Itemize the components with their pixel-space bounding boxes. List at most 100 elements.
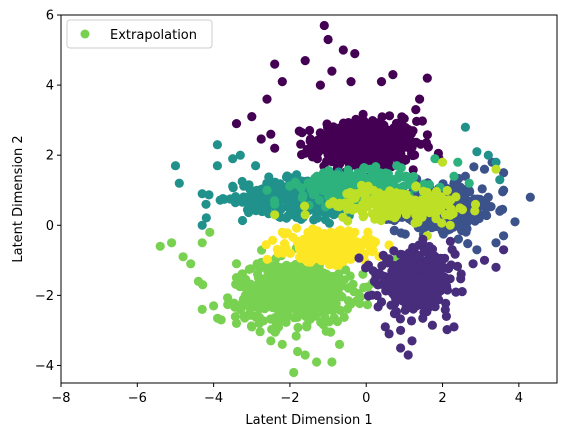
data-point (406, 128, 416, 139)
data-point (314, 195, 324, 205)
data-point (434, 284, 444, 294)
data-point (334, 339, 345, 349)
data-point (300, 210, 310, 220)
data-point (230, 312, 240, 322)
data-point (364, 145, 374, 155)
y-tick-label: 6 (46, 9, 54, 24)
data-point (266, 291, 277, 301)
data-point (273, 248, 284, 258)
data-point (309, 293, 319, 303)
data-point (276, 270, 286, 280)
data-point (266, 129, 276, 139)
data-point (252, 187, 262, 197)
data-point (400, 229, 410, 239)
data-point (316, 183, 326, 193)
data-point (425, 301, 435, 312)
data-point (346, 299, 356, 309)
data-point (384, 329, 394, 339)
data-point (292, 223, 302, 233)
data-point (315, 270, 325, 280)
data-point (178, 252, 188, 262)
data-point (363, 260, 373, 270)
data-point (282, 171, 292, 181)
data-point (260, 304, 270, 314)
data-point (464, 178, 474, 188)
data-point (255, 294, 265, 304)
data-point (411, 105, 421, 115)
data-point (410, 195, 420, 205)
data-point (439, 273, 449, 283)
data-point (413, 217, 423, 227)
data-point (418, 234, 428, 244)
data-point (231, 259, 242, 269)
data-point (312, 357, 322, 367)
data-point (381, 211, 391, 221)
data-point (391, 287, 401, 297)
data-point (344, 178, 355, 189)
data-point (357, 207, 367, 217)
data-point (324, 218, 334, 228)
data-point (300, 201, 310, 211)
data-point (209, 301, 219, 311)
data-point (297, 128, 307, 138)
data-point (436, 192, 446, 202)
data-point (491, 238, 501, 248)
data-point (419, 246, 429, 256)
data-point (469, 162, 479, 172)
data-point (359, 116, 369, 126)
data-point (446, 195, 456, 205)
data-point (403, 350, 413, 360)
data-point (451, 287, 461, 297)
data-point (369, 133, 379, 143)
data-point (251, 161, 261, 171)
data-point (271, 326, 281, 336)
data-point (307, 245, 317, 256)
y-tick-label: 2 (46, 149, 54, 164)
data-point (460, 215, 471, 225)
data-point (273, 304, 283, 314)
data-point (397, 143, 407, 153)
data-point (367, 209, 377, 219)
data-point (445, 236, 455, 246)
data-point (270, 315, 280, 325)
data-point (384, 111, 395, 121)
data-point (235, 150, 245, 160)
data-point (317, 281, 327, 291)
data-point (339, 312, 349, 322)
data-point (324, 279, 334, 289)
data-point (347, 205, 358, 215)
data-point (325, 301, 335, 311)
data-point (167, 238, 177, 248)
data-point (279, 309, 289, 320)
x-tick-label: 4 (515, 391, 523, 406)
data-point (389, 246, 399, 256)
data-point (350, 227, 360, 237)
legend-label: Extrapolation (110, 28, 197, 43)
data-point (212, 161, 222, 171)
data-point (424, 269, 434, 279)
data-point (422, 130, 432, 140)
data-point (418, 195, 428, 205)
data-point (395, 189, 406, 199)
data-point (282, 281, 292, 292)
data-point (402, 172, 412, 182)
data-point (401, 209, 411, 220)
data-point (499, 168, 509, 178)
data-point (323, 148, 333, 158)
data-point (255, 276, 265, 286)
data-point (389, 226, 399, 236)
x-axis-ticks: −8 −6 −4 −2 0 2 4 (51, 383, 523, 406)
data-point (244, 200, 254, 210)
data-point (344, 153, 354, 163)
data-point (472, 147, 482, 157)
data-point (308, 279, 318, 290)
data-point (351, 114, 361, 124)
data-point (336, 279, 347, 289)
data-point (463, 239, 473, 249)
data-point (253, 269, 263, 279)
data-point (411, 137, 421, 147)
data-point (323, 171, 333, 181)
legend-marker (80, 29, 90, 39)
data-point (296, 139, 306, 149)
data-point (216, 315, 226, 325)
